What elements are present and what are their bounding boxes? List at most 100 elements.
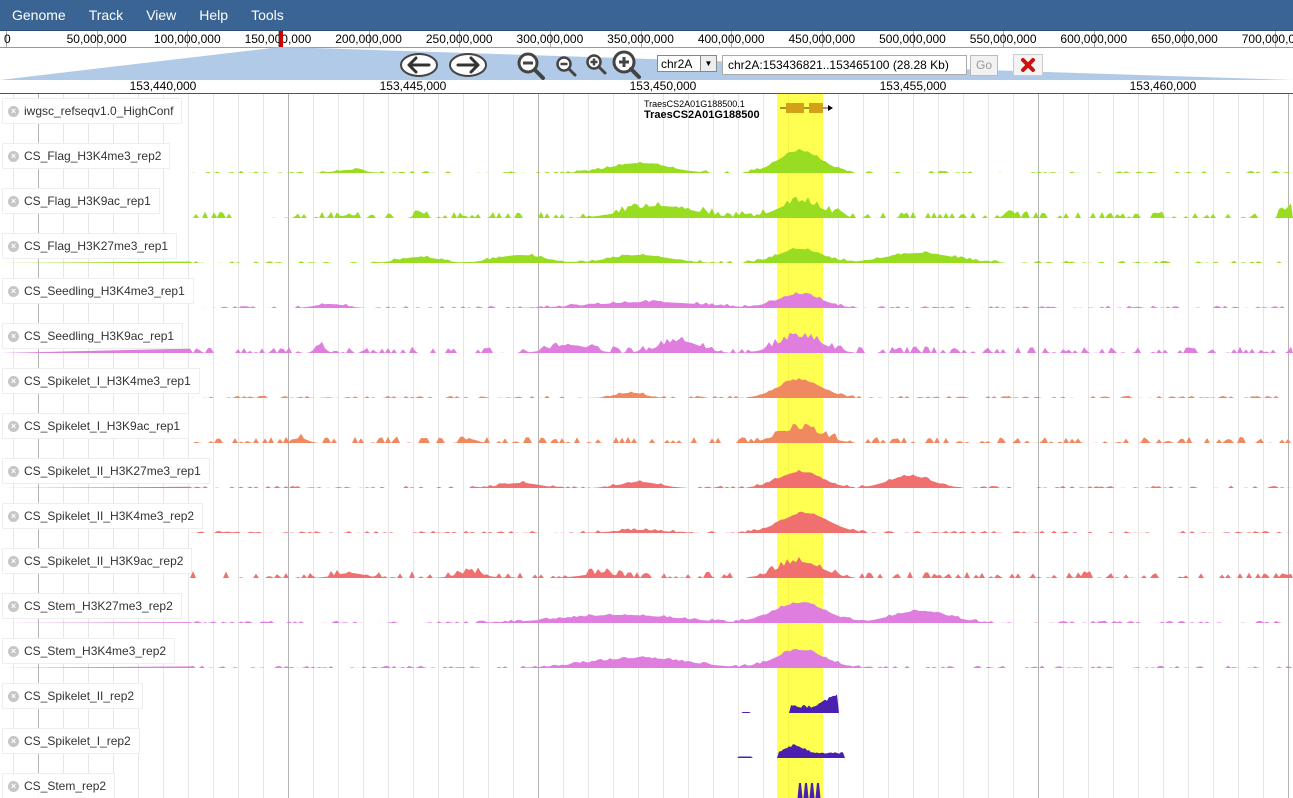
zoom-in-big-icon[interactable] (611, 50, 643, 80)
chromosome-value: chr2A (661, 56, 693, 71)
track-label[interactable]: × CS_Stem_rep2 (2, 773, 116, 798)
zoom-out-small-icon[interactable] (555, 55, 579, 77)
track-name: CS_Seedling_H3K9ac_rep1 (24, 329, 175, 343)
gridline (938, 94, 939, 798)
zoom-in-small-icon[interactable] (585, 53, 609, 75)
gene-model[interactable] (780, 103, 833, 113)
gridline (413, 94, 414, 798)
track-label[interactable]: × CS_Flag_H3K27me3_rep1 (2, 233, 178, 259)
gridline (988, 94, 989, 798)
gridline (838, 94, 839, 798)
close-track-icon[interactable]: × (8, 735, 19, 747)
track-label[interactable]: × iwgsc_refseqv1.0_HighConf (2, 98, 183, 124)
overview-label: 300,000,000 (516, 32, 584, 46)
track-area[interactable]: × iwgsc_refseqv1.0_HighConf TraesCS2A01G18… (0, 94, 1293, 798)
gridline (588, 94, 589, 798)
pan-right-icon[interactable] (448, 52, 488, 78)
track-signal (0, 648, 1293, 668)
gridline (463, 94, 464, 798)
overview-tick (731, 31, 733, 47)
overview-tick (6, 31, 7, 47)
track-label[interactable]: × CS_Flag_H3K9ac_rep1 (2, 188, 160, 214)
close-track-icon[interactable]: × (8, 645, 19, 657)
track-signal (0, 602, 1293, 623)
track-name: CS_Spikelet_II_H3K27me3_rep1 (24, 464, 201, 478)
ruler-label: 153,455,000 (879, 79, 947, 93)
gridline (313, 94, 314, 798)
close-track-icon[interactable]: × (8, 375, 19, 387)
location-input[interactable]: chr2A:153436821..153465100 (28.28 Kb) (722, 55, 967, 75)
gene-exon (786, 103, 804, 113)
close-track-icon[interactable]: × (8, 780, 19, 792)
track-signal (0, 469, 1293, 488)
track-name: CS_Spikelet_II_H3K4me3_rep2 (24, 509, 195, 523)
close-track-icon[interactable]: × (8, 150, 19, 162)
track-label[interactable]: × CS_Spikelet_II_H3K27me3_rep1 (2, 458, 210, 484)
close-track-icon[interactable]: × (8, 285, 19, 297)
gridline (388, 94, 389, 798)
gridline (1113, 94, 1114, 798)
track-name: CS_Flag_H3K4me3_rep2 (24, 149, 162, 163)
close-track-icon[interactable]: × (8, 195, 19, 207)
track-label[interactable]: × CS_Seedling_H3K4me3_rep1 (2, 278, 194, 304)
zoom-region-band (0, 47, 1293, 80)
overview-label: 150,000,000 (244, 32, 312, 46)
gridline (1088, 94, 1089, 798)
gridline (863, 94, 864, 798)
track-label[interactable]: × CS_Spikelet_I_rep2 (2, 728, 140, 754)
track-label[interactable]: × CS_Spikelet_II_rep2 (2, 683, 144, 709)
overview-label: 700,000,000 (1241, 32, 1293, 46)
menu-genome[interactable]: Genome (12, 7, 66, 23)
chromosome-select[interactable]: chr2A ▼ (657, 55, 717, 72)
gridline (13, 94, 14, 798)
overview-label: 250,000,000 (425, 32, 493, 46)
track-name: CS_Stem_H3K4me3_rep2 (24, 644, 167, 658)
track-label[interactable]: × CS_Stem_H3K4me3_rep2 (2, 638, 176, 664)
track-label[interactable]: × CS_Flag_H3K4me3_rep2 (2, 143, 171, 169)
close-track-icon[interactable]: × (8, 105, 19, 117)
track-name: CS_Spikelet_I_rep2 (24, 734, 131, 748)
menu-tools[interactable]: Tools (251, 7, 284, 23)
gridline (563, 94, 564, 798)
go-button[interactable]: Go (970, 55, 998, 76)
close-track-icon[interactable]: × (8, 600, 19, 612)
transcript-label: TraesCS2A01G188500.1 (644, 99, 745, 109)
menu-track[interactable]: Track (88, 7, 124, 23)
overview-ruler[interactable]: 0 50,000,000 100,000,000 150,000,000 200,000… (0, 31, 1293, 48)
close-track-icon[interactable]: × (8, 330, 19, 342)
gridline-major (538, 94, 539, 798)
track-signal (0, 248, 1293, 263)
overview-position-marker[interactable] (279, 31, 283, 47)
detail-ruler[interactable]: 153,440,000 153,445,000 153,450,000 153,455… (0, 79, 1293, 94)
track-label[interactable]: × CS_Spikelet_I_H3K9ac_rep1 (2, 413, 190, 439)
close-track-icon[interactable]: × (8, 510, 19, 522)
track-label[interactable]: × CS_Spikelet_II_H3K4me3_rep2 (2, 503, 204, 529)
overview-label: 500,000,000 (879, 32, 946, 46)
track-label[interactable]: × CS_Seedling_H3K9ac_rep1 (2, 323, 184, 349)
menu-view[interactable]: View (146, 7, 177, 23)
overview-tick (549, 31, 551, 47)
track-name: CS_Seedling_H3K4me3_rep1 (24, 284, 185, 298)
close-track-icon[interactable]: × (8, 420, 19, 432)
overview-tick (96, 31, 98, 47)
overview-tick (187, 31, 189, 47)
close-track-icon[interactable]: × (8, 465, 19, 477)
close-track-icon[interactable]: × (8, 555, 19, 567)
close-track-icon[interactable]: × (8, 240, 19, 252)
track-label[interactable]: × CS_Spikelet_I_H3K4me3_rep1 (2, 368, 200, 394)
close-track-icon[interactable]: × (8, 690, 19, 702)
clear-highlight-button[interactable] (1013, 54, 1043, 76)
chevron-down-icon[interactable]: ▼ (700, 56, 716, 71)
track-label[interactable]: × CS_Stem_H3K27me3_rep2 (2, 593, 182, 619)
gridline (1238, 94, 1239, 798)
track-label[interactable]: × CS_Spikelet_II_H3K9ac_rep2 (2, 548, 193, 574)
zoom-out-big-icon[interactable] (516, 52, 546, 80)
overview-label: 50,000,000 (66, 32, 127, 46)
gridline (188, 94, 189, 798)
pan-left-icon[interactable] (399, 52, 439, 78)
overview-label: 600,000,000 (1060, 32, 1128, 46)
menu-help[interactable]: Help (199, 7, 229, 23)
track-signal (735, 744, 850, 758)
overview-tick (1184, 31, 1186, 47)
gridline-major (288, 94, 289, 798)
